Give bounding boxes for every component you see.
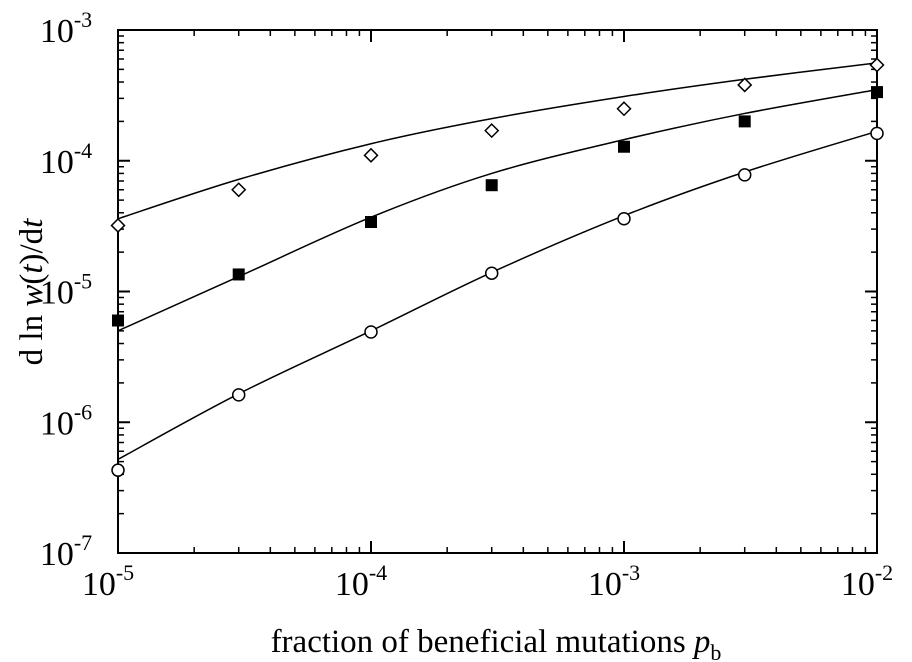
x-tick-labels: 10-5 10-4 10-3 10-2: [82, 560, 893, 603]
circle-marker: [617, 212, 631, 226]
x-tick-label: 10-2: [841, 560, 893, 603]
y-tick-label: 10-6: [40, 399, 92, 442]
x-tick-label: 10-3: [588, 560, 640, 603]
y-tick-label: 10-7: [40, 530, 92, 573]
circle-marker: [484, 266, 499, 280]
fit-curve-square: [117, 88, 878, 332]
square-marker: [738, 115, 751, 128]
fit-curves: [117, 62, 878, 461]
y-tick-labels: 10-7 10-6 10-5 10-4 10-3: [40, 7, 92, 573]
plot-frame: [117, 29, 878, 554]
diamond-marker: [737, 77, 753, 93]
circle-marker: [364, 325, 378, 339]
diamond-marker: [484, 123, 500, 139]
square-marker: [871, 86, 883, 99]
x-tick-label: 10-5: [82, 560, 134, 603]
diamond-marker: [363, 147, 379, 163]
fit-curve-diamond: [117, 62, 878, 220]
y-tick-label: 10-3: [40, 7, 92, 50]
y-axis-label: d ln w(t)/dt: [14, 218, 50, 366]
x-axis-label: fraction of beneficial mutations pb: [271, 624, 722, 662]
square-marker: [618, 140, 630, 153]
square-marker: [485, 179, 498, 192]
diamond-marker: [231, 182, 247, 198]
axis-ticks: [117, 29, 878, 554]
y-tick-label: 10-5: [40, 269, 92, 312]
circle-marker: [870, 126, 884, 141]
diamond-marker: [110, 217, 126, 234]
y-tick-label: 10-4: [40, 138, 92, 181]
circle-marker: [231, 388, 246, 402]
data-markers: [110, 57, 885, 477]
square-marker: [232, 268, 245, 281]
x-tick-label: 10-4: [335, 560, 387, 603]
square-marker: [112, 314, 124, 327]
circle-marker: [737, 168, 752, 182]
diamond-marker: [869, 57, 885, 73]
circle-marker: [111, 463, 125, 477]
diamond-marker: [616, 101, 632, 117]
square-marker: [365, 216, 377, 229]
